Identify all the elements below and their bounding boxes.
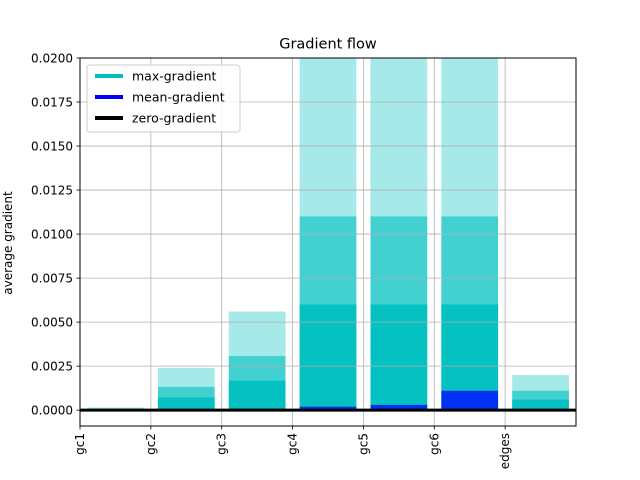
y-axis-label: average gradient	[1, 191, 15, 295]
y-tick-label: 0.0000	[31, 403, 73, 417]
mean-gradient-bar-gc5	[370, 404, 428, 411]
x-tick-label-gc2: gc2	[144, 433, 158, 455]
legend: max-gradient mean-gradient zero-gradient	[86, 64, 241, 133]
y-tick-label: 0.0100	[31, 227, 73, 241]
plot-frame	[79, 57, 577, 427]
max-gradient-bar-base-gc5	[370, 304, 428, 411]
x-tick-label-gc3: gc3	[215, 433, 229, 455]
y-tick-label: 0.0175	[31, 95, 73, 109]
x-tick-label-gc6: gc6	[427, 433, 441, 455]
mean-gradient-bar-gc4	[299, 406, 357, 411]
max-gradient-bar-base-edges	[512, 399, 569, 411]
y-axis-ticks: 0.0000 0.0025 0.0050 0.0075 0.0100 0.0125 0.01…	[31, 51, 80, 417]
legend-label-max-gradient: max-gradient	[132, 69, 216, 84]
y-tick-label: 0.0125	[31, 183, 73, 197]
x-tick-label-gc1: gc1	[73, 433, 87, 455]
legend-box	[86, 64, 241, 133]
legend-label-zero-gradient: zero-gradient	[132, 111, 216, 126]
x-tick-label-gc4: gc4	[286, 433, 300, 455]
max-gradient-bar-base-gc2	[157, 397, 215, 411]
y-tick-label: 0.0025	[31, 359, 73, 373]
x-tick-label-gc5: gc5	[356, 433, 370, 455]
mean-gradient-bar-gc6	[441, 390, 499, 411]
y-tick-label: 0.0075	[31, 271, 73, 285]
legend-label-mean-gradient: mean-gradient	[132, 90, 225, 105]
chart-title: Gradient flow	[279, 37, 377, 53]
y-tick-label: 0.0150	[31, 139, 73, 153]
max-gradient-bar-base-gc4	[299, 304, 357, 411]
y-tick-label: 0.0200	[31, 51, 73, 65]
x-tick-label-edges: edges	[498, 433, 512, 469]
y-tick-label: 0.0050	[31, 315, 73, 329]
max-gradient-bar-base-gc3	[228, 380, 286, 411]
x-axis-ticks: gc1 gc2 gc3 gc4 gc5 gc6 edges	[73, 426, 512, 469]
